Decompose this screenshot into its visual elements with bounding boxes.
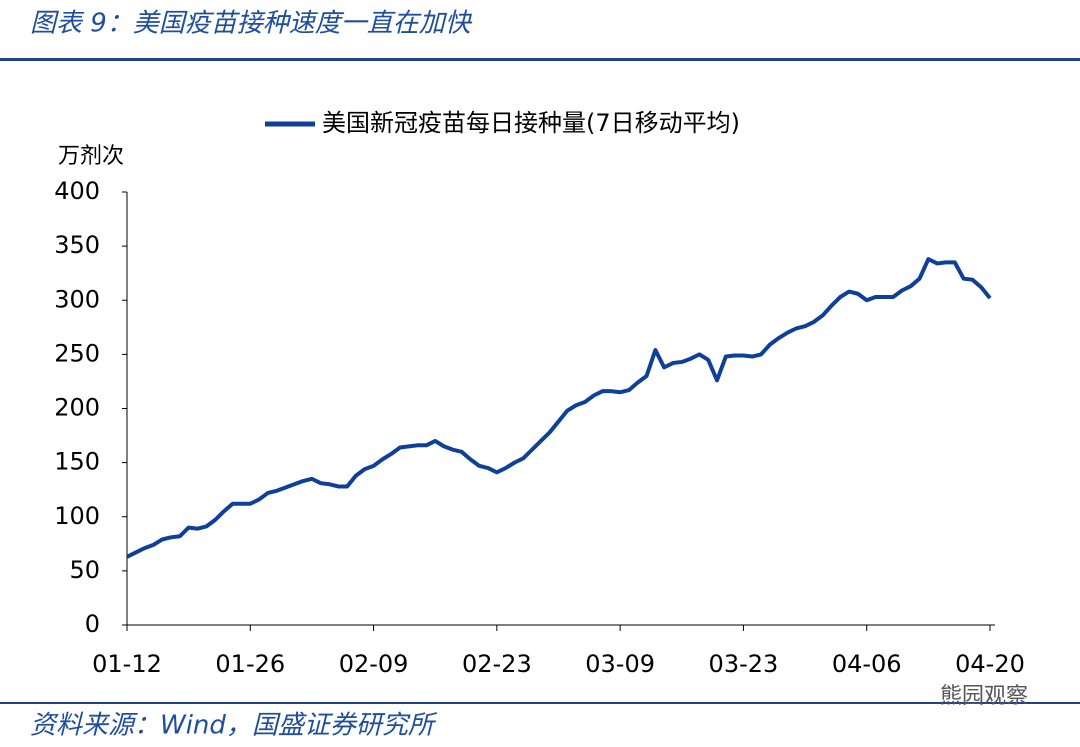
source-note: 资料来源：Wind，国盛证券研究所 — [30, 711, 438, 741]
y-tick-label: 0 — [85, 610, 100, 638]
y-axis-label: 万剂次 — [58, 144, 124, 169]
y-tick-label: 300 — [54, 285, 100, 313]
header-rule — [0, 58, 1080, 61]
x-tick-label: 02-09 — [339, 650, 409, 678]
x-tick-label: 03-23 — [709, 650, 779, 678]
legend-label: 美国新冠疫苗每日接种量(7日移动平均) — [322, 109, 740, 137]
x-tick-label: 04-06 — [832, 650, 902, 678]
data-line — [126, 257, 992, 559]
y-tick-label: 250 — [54, 339, 100, 367]
footer-rule — [0, 702, 1080, 704]
page-title: 图表 9：美国疫苗接种速度一直在加快 — [30, 9, 473, 39]
x-tick-label: 01-26 — [215, 650, 285, 678]
y-tick-label: 100 — [54, 502, 100, 530]
x-tick-label: 02-23 — [462, 650, 532, 678]
y-tick-label: 350 — [54, 231, 100, 259]
x-tick-label: 01-12 — [92, 650, 162, 678]
y-tick-label: 400 — [54, 177, 100, 205]
x-tick-label: 03-09 — [585, 650, 655, 678]
x-tick-label: 04-20 — [955, 650, 1025, 678]
watermark: 熊园观察 — [940, 684, 1028, 709]
y-tick-label: 50 — [69, 556, 100, 584]
y-tick-label: 150 — [54, 448, 100, 476]
y-tick-label: 200 — [54, 394, 100, 422]
